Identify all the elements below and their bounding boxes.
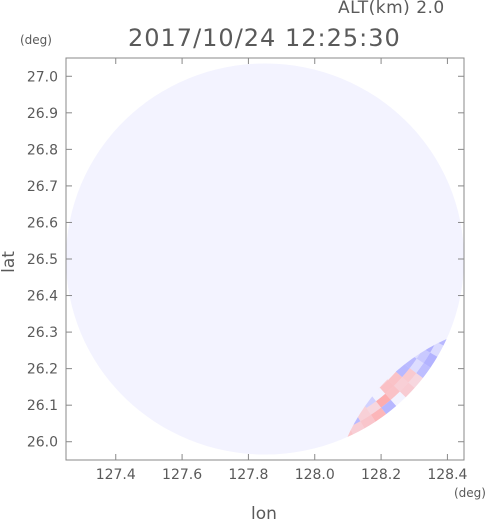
y-tick-label: 26.2 [27, 362, 58, 378]
echo-cell [402, 368, 417, 383]
echo-cell [356, 408, 371, 422]
echo-cell [379, 379, 394, 394]
altitude-label: ALT(km) 2.0 [338, 0, 445, 18]
scan-disc [66, 63, 464, 455]
echo-cell [393, 377, 409, 392]
x-tick-label: 127.6 [162, 467, 202, 483]
echo-cell [366, 401, 382, 415]
x-tick-label: 127.8 [228, 467, 268, 483]
x-tick-label: 127.4 [96, 467, 136, 483]
echo-cell [376, 393, 391, 408]
y-tick-label: 26.5 [27, 252, 58, 268]
timestamp-title: 2017/10/24 12:25:30 [128, 24, 401, 52]
y-tick-label: 26.7 [27, 179, 58, 195]
y-unit-label: (deg) [20, 33, 52, 47]
x-tick-label: 128.4 [427, 467, 467, 483]
echo-cell [381, 399, 397, 415]
echo-cell [395, 363, 410, 378]
echo-cell [430, 341, 444, 357]
x-tick-label: 128.0 [295, 467, 335, 483]
echo-cell [385, 385, 400, 400]
echo-cell [416, 363, 431, 379]
y-tick-label: 26.0 [27, 435, 58, 451]
echo-cell [423, 352, 438, 368]
y-tick-label: 26.3 [27, 325, 58, 341]
y-tick-label: 27.0 [27, 69, 58, 85]
x-axis-label: lon [251, 504, 277, 524]
echo-cell [416, 348, 431, 364]
y-tick-label: 26.9 [27, 106, 58, 122]
echo-cell [370, 407, 387, 422]
y-tick-label: 26.8 [27, 142, 58, 158]
y-tick-label: 26.6 [27, 215, 58, 231]
echo-cell [388, 371, 403, 386]
x-unit-label: (deg) [454, 486, 486, 500]
x-tick-label: 128.2 [361, 467, 401, 483]
y-tick-label: 26.4 [27, 289, 58, 305]
y-tick-label: 26.1 [27, 398, 58, 414]
echo-cell [360, 414, 376, 429]
echo-cell [349, 421, 365, 435]
echo-cell [409, 358, 424, 374]
echo-cell [399, 382, 415, 398]
echo-cell [408, 373, 423, 388]
